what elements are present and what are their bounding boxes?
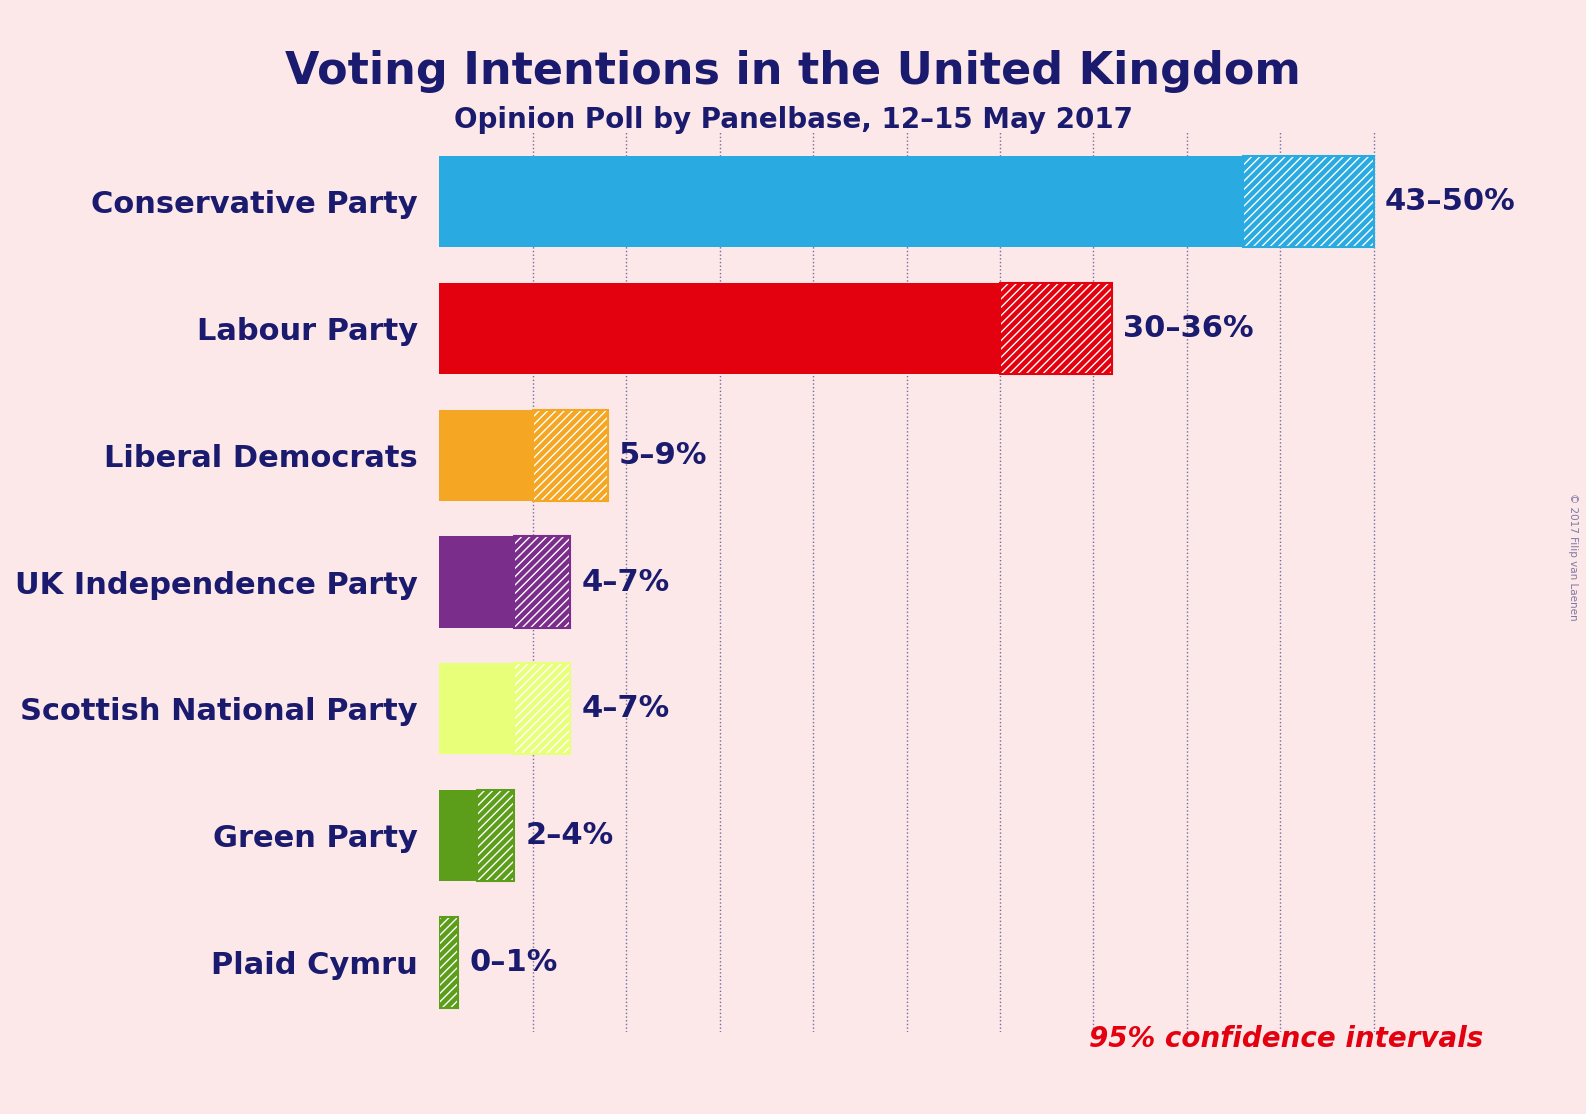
Bar <box>514 537 571 627</box>
Bar <box>477 790 514 881</box>
Text: 30–36%: 30–36% <box>1123 314 1255 343</box>
Bar <box>1243 156 1373 247</box>
Bar <box>1001 283 1112 374</box>
Bar <box>439 917 458 1008</box>
Text: Opinion Poll by Panelbase, 12–15 May 2017: Opinion Poll by Panelbase, 12–15 May 201… <box>454 106 1132 134</box>
Bar <box>439 917 458 1008</box>
Text: 5–9%: 5–9% <box>619 441 707 470</box>
Bar <box>439 790 477 881</box>
Bar <box>439 410 533 501</box>
Bar <box>1243 156 1373 247</box>
Bar <box>514 537 571 627</box>
Text: 2–4%: 2–4% <box>525 821 614 850</box>
Bar <box>439 283 1001 374</box>
Bar <box>533 410 607 501</box>
Text: © 2017 Filip van Laenen: © 2017 Filip van Laenen <box>1569 494 1578 620</box>
Text: 4–7%: 4–7% <box>582 567 669 597</box>
Bar <box>439 156 1243 247</box>
Bar <box>477 790 514 881</box>
Bar <box>1001 283 1112 374</box>
Text: 4–7%: 4–7% <box>582 694 669 723</box>
Text: 43–50%: 43–50% <box>1385 187 1516 216</box>
Bar <box>514 663 571 754</box>
Text: 0–1%: 0–1% <box>469 948 558 977</box>
Text: Voting Intentions in the United Kingdom: Voting Intentions in the United Kingdom <box>285 50 1301 94</box>
Text: 95% confidence intervals: 95% confidence intervals <box>1088 1025 1483 1053</box>
Bar <box>533 410 607 501</box>
Bar <box>514 663 571 754</box>
Bar <box>439 537 514 627</box>
Bar <box>439 663 514 754</box>
